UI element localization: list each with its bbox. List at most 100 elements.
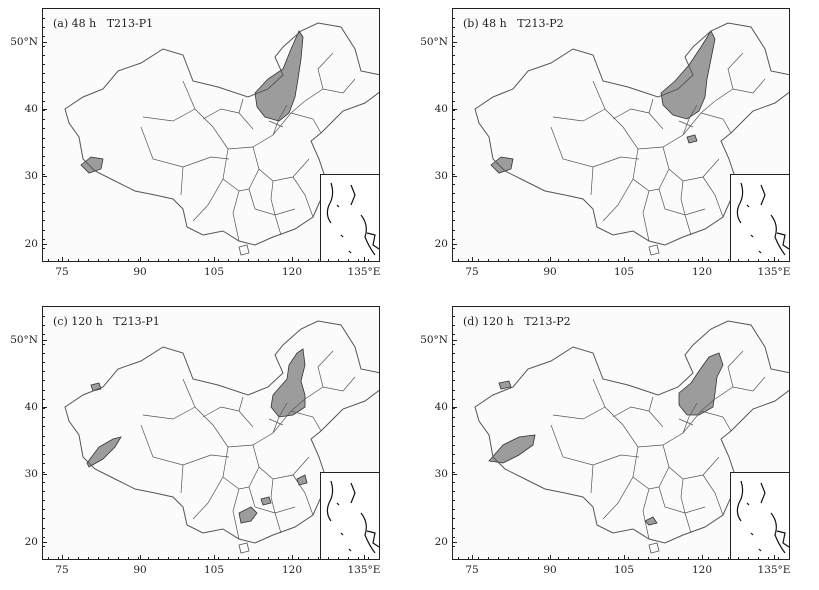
minor-tick <box>338 557 339 560</box>
province-boundary <box>684 214 692 236</box>
minor-tick <box>628 557 629 560</box>
map-panel-b: (b) 48 h T213-P2 50°N 40 30 20 75 90 105 120 135°… <box>420 8 819 292</box>
province-boundary <box>612 108 664 130</box>
minor-tick <box>198 259 199 262</box>
inset-coastline <box>776 232 789 250</box>
minor-tick <box>348 259 349 262</box>
minor-tick <box>698 259 699 262</box>
minor-tick <box>168 259 169 262</box>
china-map <box>64 320 379 554</box>
minor-tick <box>452 54 455 56</box>
minor-tick <box>42 426 45 428</box>
province-boundary <box>684 512 692 534</box>
minor-tick <box>538 259 539 262</box>
minor-tick <box>42 110 45 111</box>
y-tick-mark <box>452 176 457 177</box>
minor-tick <box>558 557 559 560</box>
minor-tick <box>668 259 669 262</box>
minor-tick <box>698 557 699 560</box>
minor-tick <box>598 259 599 262</box>
minor-tick <box>452 18 455 19</box>
x-tick-mark <box>292 555 293 560</box>
x-tick-label: 105 <box>613 266 635 278</box>
minor-tick <box>58 259 59 262</box>
minor-tick <box>608 557 609 560</box>
minor-tick <box>58 557 59 560</box>
province-boundary <box>292 474 314 516</box>
minor-tick <box>688 557 689 560</box>
minor-tick <box>258 557 259 560</box>
minor-tick <box>48 557 49 560</box>
province-boundary <box>678 418 694 426</box>
minor-tick <box>318 259 319 262</box>
inset-coastline <box>750 532 754 536</box>
y-tick-label: 40 <box>434 103 448 115</box>
minor-tick <box>42 371 45 373</box>
minor-tick <box>42 380 45 382</box>
shaded-area <box>254 30 304 122</box>
province-boundary <box>222 476 250 490</box>
minor-tick <box>108 259 109 262</box>
province-boundary <box>590 464 594 494</box>
minor-tick <box>748 259 749 262</box>
minor-tick <box>42 128 45 130</box>
country-outline <box>64 320 379 544</box>
province-boundary <box>210 156 230 160</box>
inset-coastline <box>760 482 766 504</box>
x-tick-label: 105 <box>203 564 225 576</box>
minor-tick <box>452 417 455 419</box>
province-boundary <box>182 378 229 520</box>
province-boundary <box>270 180 276 216</box>
island-outline <box>238 244 250 256</box>
province-boundary <box>658 168 706 216</box>
minor-tick <box>768 557 769 560</box>
minor-tick <box>728 259 729 262</box>
x-tick-mark <box>292 257 293 262</box>
province-boundary <box>702 176 724 218</box>
minor-tick <box>452 343 455 345</box>
province-boundary <box>252 146 310 182</box>
minor-tick <box>758 259 759 262</box>
minor-tick <box>238 259 239 262</box>
province-boundary <box>612 406 664 428</box>
province-boundary <box>182 80 229 222</box>
province-boundary <box>222 178 250 192</box>
y-tick-label: 50°N <box>420 36 448 48</box>
province-boundary <box>268 120 284 128</box>
minor-tick <box>452 36 455 38</box>
y-tick-label: 20 <box>24 536 38 548</box>
inset-coastline <box>340 234 344 238</box>
south-china-sea-inset <box>730 174 789 261</box>
shaded-area <box>644 516 658 526</box>
x-tick-label: 105 <box>203 266 225 278</box>
x-tick-label: 75 <box>465 564 479 576</box>
minor-tick <box>278 557 279 560</box>
minor-tick <box>488 259 489 262</box>
minor-tick <box>758 557 759 560</box>
minor-tick <box>42 536 45 538</box>
province-boundary <box>552 406 606 420</box>
minor-tick <box>452 137 455 139</box>
minor-tick <box>528 259 529 262</box>
inset-coastline <box>326 480 334 522</box>
minor-tick <box>452 362 455 363</box>
minor-tick <box>568 259 569 262</box>
minor-tick <box>478 557 479 560</box>
minor-tick <box>228 557 229 560</box>
x-tick-label: 90 <box>543 564 557 576</box>
inset-coastline <box>758 250 762 254</box>
minor-tick <box>452 192 455 194</box>
minor-tick <box>628 259 629 262</box>
province-boundary <box>252 444 310 480</box>
minor-tick <box>568 557 569 560</box>
country-outline <box>64 22 379 246</box>
minor-tick <box>708 557 709 560</box>
minor-tick <box>42 36 45 38</box>
province-boundary <box>292 176 314 218</box>
minor-tick <box>42 137 45 139</box>
minor-tick <box>42 119 45 121</box>
minor-tick <box>42 146 45 148</box>
minor-tick <box>452 334 455 336</box>
minor-tick <box>452 389 455 391</box>
minor-tick <box>118 259 119 262</box>
